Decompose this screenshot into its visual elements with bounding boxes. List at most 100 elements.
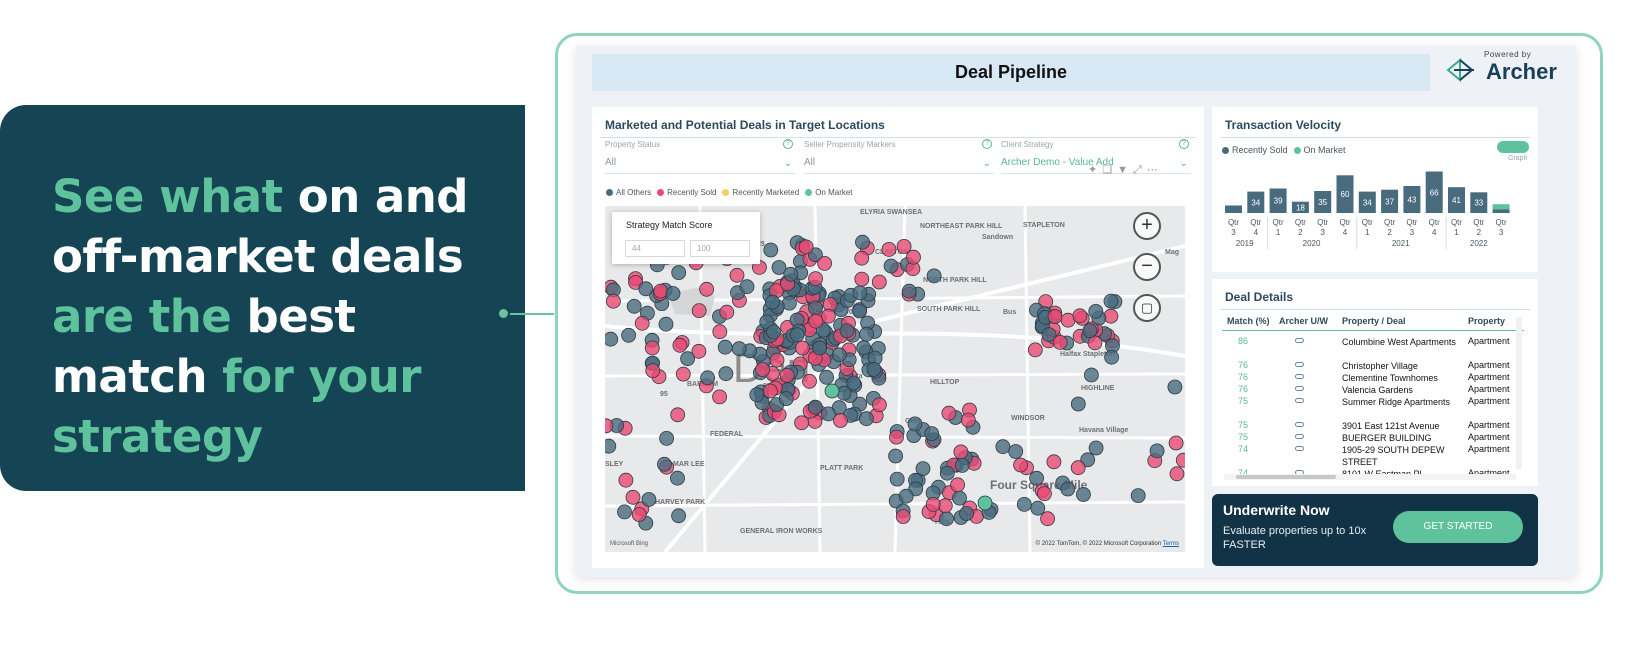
deal-map[interactable]: ELYRIA SWANSEA NORTHEAST PARK HILL STAPLET… (605, 206, 1185, 552)
column-header-property-type[interactable]: Property (1468, 316, 1506, 326)
deal-marker[interactable] (739, 279, 755, 295)
deal-marker[interactable] (670, 407, 686, 423)
deal-marker[interactable] (1060, 481, 1076, 497)
deal-marker[interactable] (1052, 334, 1068, 350)
filter-property-status[interactable]: Property Status ? All ⌄ (605, 139, 795, 174)
deal-marker[interactable] (712, 324, 728, 340)
link-icon[interactable] (1295, 422, 1304, 427)
deal-marker[interactable] (665, 286, 681, 301)
deal-marker[interactable] (1027, 342, 1043, 358)
deal-marker[interactable] (644, 340, 660, 356)
table-row[interactable]: 75 BUERGER BUILDING Apartment (1222, 432, 1524, 444)
deal-marker-on-market[interactable] (824, 383, 840, 399)
deal-marker[interactable] (657, 456, 672, 472)
deal-marker[interactable] (605, 331, 619, 347)
deal-marker[interactable] (1070, 396, 1086, 412)
filter-seller-propensity[interactable]: Seller Propensity Markers ? All ⌄ (804, 139, 994, 174)
deal-marker[interactable] (855, 234, 870, 250)
velocity-bar[interactable] (1225, 205, 1242, 214)
velocity-bar[interactable] (1470, 192, 1488, 213)
deal-marker[interactable] (888, 448, 904, 464)
deal-marker[interactable] (717, 339, 733, 355)
score-max-input[interactable]: 100 (690, 240, 750, 257)
deal-marker[interactable] (808, 271, 824, 286)
velocity-bar[interactable] (1269, 188, 1287, 214)
table-row[interactable]: 74 1905-29 SOUTH DEPEW STREET Apartment (1222, 444, 1524, 468)
get-started-button[interactable]: GET STARTED (1393, 511, 1523, 543)
velocity-bar[interactable] (1381, 189, 1399, 213)
velocity-bar[interactable] (1448, 187, 1465, 213)
deal-marker[interactable] (798, 239, 814, 255)
deal-marker[interactable] (625, 489, 641, 505)
terms-link[interactable]: Terms (1162, 541, 1179, 547)
deal-marker[interactable] (926, 268, 942, 284)
deal-marker[interactable] (672, 337, 688, 353)
deal-marker[interactable] (1008, 444, 1024, 459)
deal-marker[interactable] (771, 260, 787, 275)
velocity-bar[interactable] (1247, 191, 1265, 213)
deal-marker[interactable] (950, 477, 966, 493)
deal-marker[interactable] (631, 507, 647, 522)
deal-marker[interactable] (852, 303, 868, 319)
deal-marker[interactable] (1175, 452, 1185, 468)
deal-marker[interactable] (1169, 466, 1185, 482)
deal-marker[interactable] (895, 509, 911, 524)
deal-marker[interactable] (1030, 500, 1046, 516)
filter-client-strategy[interactable]: Client Strategy ? Archer Demo - Value Ad… (1001, 139, 1191, 174)
deal-marker[interactable] (907, 416, 923, 432)
zoom-out-button[interactable]: − (1133, 253, 1161, 281)
deal-marker[interactable] (658, 316, 674, 332)
deal-marker[interactable] (618, 472, 634, 488)
deal-marker[interactable] (854, 271, 870, 287)
deal-marker[interactable] (854, 250, 870, 266)
deal-marker[interactable] (794, 415, 810, 431)
deal-marker[interactable] (605, 438, 617, 454)
deal-marker[interactable] (866, 361, 882, 377)
deal-marker[interactable] (831, 347, 847, 363)
deal-marker[interactable] (858, 411, 874, 427)
deal-marker[interactable] (755, 362, 770, 377)
deal-marker[interactable] (871, 397, 887, 413)
deal-marker[interactable] (691, 343, 707, 359)
zoom-in-button[interactable]: + (1133, 212, 1161, 240)
deal-marker[interactable] (808, 300, 823, 316)
deal-marker[interactable] (960, 412, 976, 428)
table-row[interactable]: 75 3901 East 121st Avenue Apartment (1222, 420, 1524, 432)
deal-marker[interactable] (719, 304, 735, 320)
deal-marker[interactable] (1130, 488, 1146, 504)
deal-marker[interactable] (839, 323, 855, 339)
deal-marker[interactable] (906, 249, 921, 265)
deal-marker[interactable] (718, 366, 734, 382)
velocity-bar[interactable] (1492, 209, 1510, 213)
vertical-scrollbar[interactable] (1516, 317, 1522, 469)
link-icon[interactable] (1295, 374, 1304, 379)
pin-icon[interactable]: ✦ (1088, 164, 1103, 176)
deal-marker[interactable] (889, 429, 904, 445)
deal-marker[interactable] (820, 406, 836, 422)
deal-marker[interactable] (659, 430, 674, 446)
deal-marker[interactable] (675, 366, 691, 382)
graph-toggle[interactable] (1497, 141, 1529, 153)
deal-marker[interactable] (1029, 470, 1045, 486)
deal-marker[interactable] (653, 283, 669, 299)
deal-marker[interactable] (670, 470, 685, 486)
deal-marker[interactable] (1036, 486, 1052, 502)
velocity-bar[interactable] (1336, 175, 1354, 213)
link-icon[interactable] (1295, 338, 1304, 343)
filter-icon[interactable]: ▼ (1117, 164, 1133, 176)
map-canvas[interactable]: ELYRIA SWANSEA NORTHEAST PARK HILL STAPLET… (605, 206, 1185, 552)
legend-item[interactable]: On Market (805, 188, 853, 197)
deal-marker[interactable] (762, 383, 778, 399)
table-row[interactable]: 75 Summer Ridge Apartments Apartment (1222, 396, 1524, 420)
deal-marker[interactable] (915, 461, 931, 477)
deal-marker[interactable] (941, 405, 957, 421)
deal-marker[interactable] (802, 373, 817, 389)
deal-marker[interactable] (749, 387, 765, 403)
deal-marker-on-market[interactable] (977, 495, 993, 511)
deal-marker[interactable] (1082, 323, 1098, 339)
deal-marker[interactable] (1072, 308, 1088, 324)
deal-marker[interactable] (645, 363, 661, 379)
deal-marker[interactable] (846, 375, 862, 391)
strategy-match-score-slicer[interactable]: Strategy Match Score 44 100 (612, 212, 760, 264)
help-icon[interactable]: ? (982, 139, 992, 149)
